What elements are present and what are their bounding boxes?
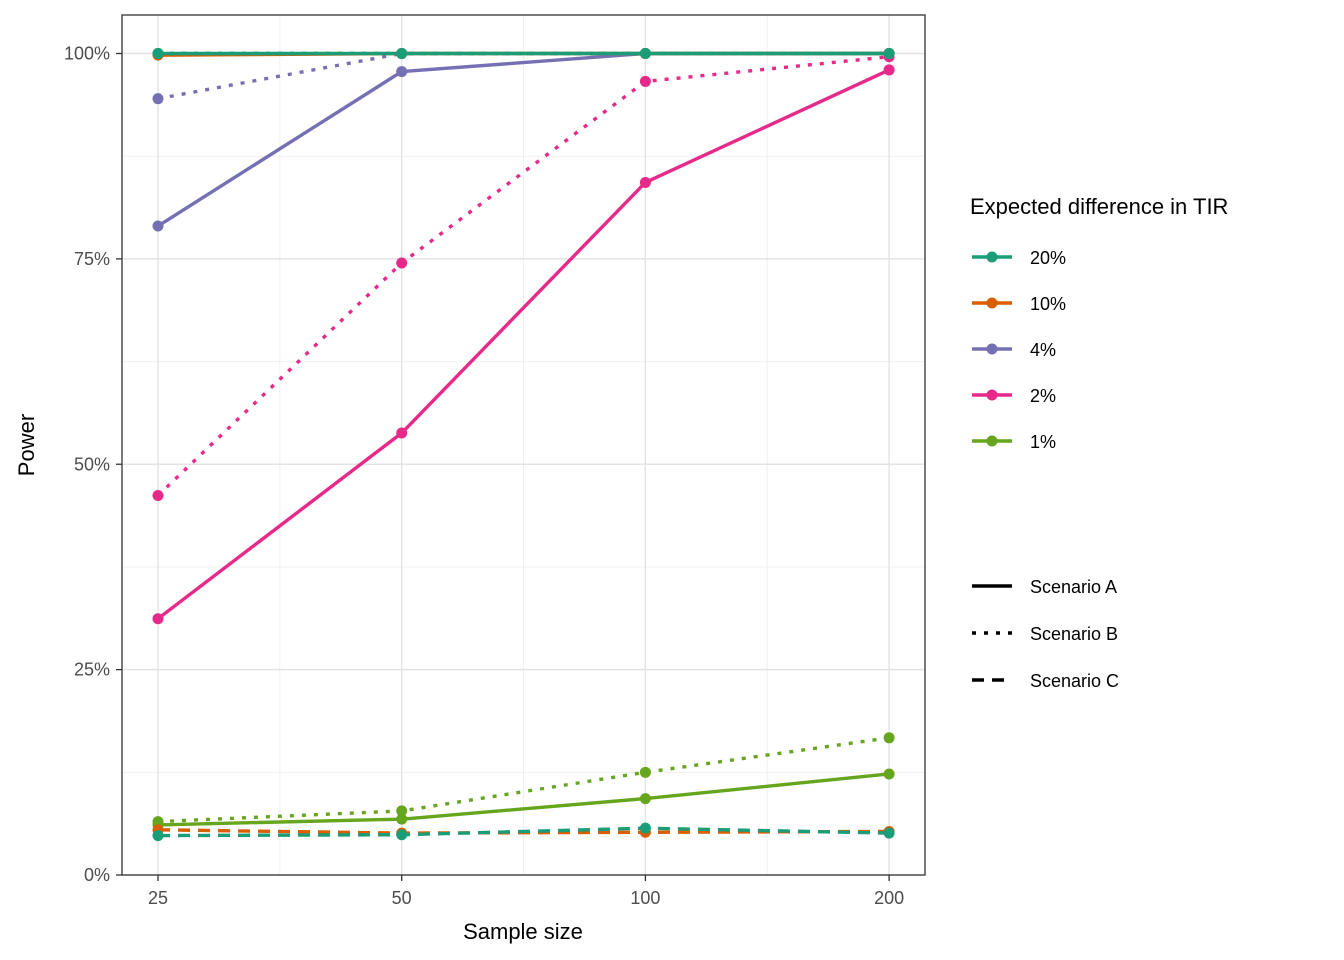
x-tick-label: 25	[148, 888, 168, 908]
y-tick-label: 100%	[64, 44, 110, 64]
series-lines	[156, 51, 890, 838]
linetype-legend-entry: Scenario A	[972, 577, 1117, 597]
y-tick-label: 50%	[74, 454, 110, 474]
data-point	[152, 220, 164, 232]
color-legend-title: Expected difference in TIR	[970, 194, 1228, 219]
data-point	[639, 75, 651, 87]
data-point	[396, 66, 408, 78]
color-legend-entry: 10%	[972, 294, 1066, 314]
y-axis-title: Power	[14, 414, 39, 476]
color-legend-entry: 1%	[972, 432, 1056, 452]
series-points	[152, 48, 895, 842]
linetype-legend-label: Scenario C	[1030, 671, 1119, 691]
data-point	[152, 830, 164, 842]
color-legend-entries: 20% 10% 4% 2% 1%	[972, 248, 1066, 452]
x-axis-title: Sample size	[463, 919, 583, 944]
series-line-20pct-scenario-c	[157, 826, 890, 838]
series-line-1pct-scenario-a	[157, 772, 890, 827]
data-point	[152, 93, 164, 105]
color-legend-entry: 4%	[972, 340, 1056, 360]
data-point	[396, 48, 408, 59]
data-point	[396, 813, 408, 825]
data-point	[883, 48, 895, 59]
data-point	[639, 766, 651, 778]
legend-key-point	[986, 389, 998, 401]
data-point	[883, 768, 895, 780]
color-legend-label: 1%	[1030, 432, 1056, 452]
linetype-legend-entry: Scenario C	[972, 671, 1119, 691]
linetype-legend-label: Scenario B	[1030, 624, 1118, 644]
color-legend: Expected difference in TIR 20% 10% 4% 2% 1%	[970, 194, 1228, 452]
data-point	[639, 176, 651, 188]
series-line-2pct-scenario-b	[156, 55, 890, 497]
data-point	[883, 827, 895, 839]
data-point	[883, 64, 895, 76]
color-legend-label: 20%	[1030, 248, 1066, 268]
color-legend-entry: 20%	[972, 248, 1066, 268]
color-legend-label: 4%	[1030, 340, 1056, 360]
linetype-legend-entry: Scenario B	[972, 624, 1118, 644]
data-point	[152, 48, 164, 59]
plot-panel-border	[121, 14, 926, 876]
linetype-legend: Scenario A Scenario B Scenario C	[972, 577, 1119, 691]
y-tick-label: 0%	[84, 865, 110, 885]
data-point	[152, 613, 164, 625]
data-point	[639, 48, 651, 59]
data-point	[883, 732, 895, 744]
x-axis-ticks: 25 50 100 200	[148, 875, 904, 908]
data-point	[639, 822, 651, 834]
x-tick-label: 50	[392, 888, 412, 908]
x-tick-label: 100	[630, 888, 660, 908]
series-line-1pct-scenario-b	[157, 736, 890, 824]
legend-key-point	[986, 435, 998, 447]
linetype-legend-label: Scenario A	[1030, 577, 1117, 597]
minor-gridlines	[122, 15, 925, 875]
y-tick-label: 25%	[74, 660, 110, 680]
data-point	[396, 427, 408, 439]
data-point	[396, 805, 408, 817]
data-point	[396, 257, 408, 269]
legend-key-point	[986, 297, 998, 309]
y-axis-ticks: 0% 25% 50% 75% 100%	[64, 44, 122, 885]
legend-key-point	[986, 251, 998, 263]
color-legend-entry: 2%	[972, 386, 1056, 406]
color-legend-label: 2%	[1030, 386, 1056, 406]
data-point	[396, 829, 408, 841]
y-tick-label: 75%	[74, 249, 110, 269]
legend-key-point	[986, 343, 998, 355]
x-tick-label: 200	[874, 888, 904, 908]
data-point	[152, 489, 164, 501]
series-line-2pct-scenario-a	[156, 68, 890, 621]
data-point	[639, 793, 651, 805]
color-legend-label: 10%	[1030, 294, 1066, 314]
